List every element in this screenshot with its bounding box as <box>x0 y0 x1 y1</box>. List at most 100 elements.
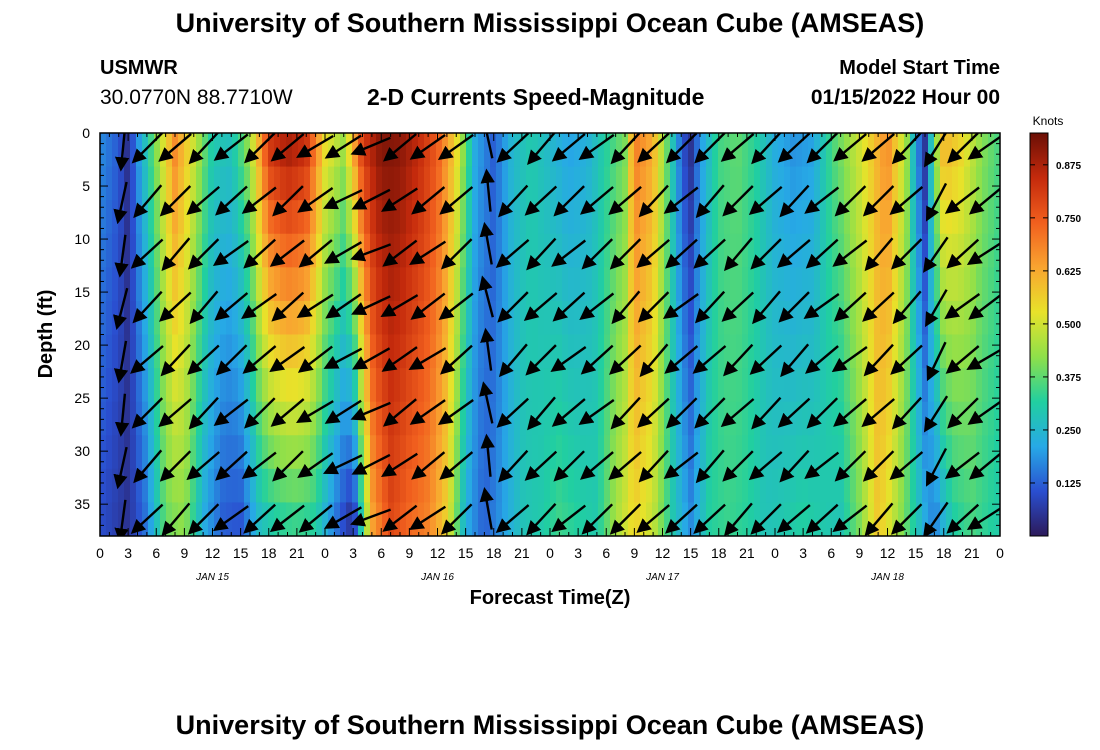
heatmap-cell <box>940 267 947 302</box>
heatmap-cell <box>712 468 719 504</box>
current-vector-arrow <box>324 399 362 424</box>
heatmap-cell <box>652 200 659 235</box>
current-vector-arrow <box>113 181 128 225</box>
heatmap-cell <box>196 267 203 302</box>
heatmap-cell <box>652 502 659 536</box>
heatmap-cell <box>664 233 671 268</box>
heatmap-cell <box>220 401 227 436</box>
heatmap-cell <box>184 200 191 235</box>
heatmap-cell <box>478 368 485 403</box>
heatmap-cell <box>964 401 971 436</box>
heatmap-cell <box>898 368 905 403</box>
heatmap-cell <box>736 334 743 369</box>
heatmap-cell <box>778 468 785 504</box>
heatmap-cell <box>862 200 869 235</box>
heatmap-cell <box>136 133 143 168</box>
heatmap-cell <box>802 166 809 201</box>
heatmap-cell <box>670 133 677 168</box>
heatmap-cell <box>604 267 611 302</box>
heatmap-cell <box>376 200 383 235</box>
heatmap-cell <box>208 166 215 201</box>
x-tick-label: 3 <box>799 545 807 561</box>
heatmap-cell <box>682 368 689 403</box>
heatmap-cell <box>604 200 611 235</box>
current-vector-arrow <box>479 486 494 530</box>
heatmap-cell <box>622 368 629 403</box>
current-vector-arrow <box>663 186 699 214</box>
heatmap-cell <box>514 401 521 436</box>
current-vector-arrow <box>833 398 867 427</box>
heatmap-cell <box>634 401 641 436</box>
heatmap-cell <box>952 133 959 168</box>
heatmap-cell <box>898 468 905 504</box>
model-start-value: 01/15/2022 Hour 00 <box>810 86 1000 109</box>
heatmap-cell <box>526 334 533 369</box>
heatmap-cell <box>856 200 863 235</box>
heatmap-cell <box>202 502 209 536</box>
heatmap-cell <box>310 368 317 403</box>
heatmap-cell <box>568 368 575 403</box>
heatmap-cell <box>922 368 929 403</box>
heatmap-cell <box>382 502 389 536</box>
heatmap-cell <box>118 502 125 536</box>
heatmap-cell <box>280 200 287 235</box>
heatmap-cell <box>508 166 515 201</box>
heatmap-cell <box>106 435 113 470</box>
heatmap-cell <box>730 468 737 504</box>
heatmap-cell <box>100 300 107 336</box>
current-vector-arrow <box>526 237 557 271</box>
heatmap-cell <box>334 368 341 403</box>
current-vector-arrow <box>498 184 529 218</box>
current-vector-arrow <box>864 237 894 272</box>
heatmap-cell <box>400 435 407 470</box>
x-tick-label: 15 <box>908 545 924 561</box>
heatmap-cell <box>346 233 353 268</box>
heatmap-cell <box>694 133 701 168</box>
heatmap-cell <box>730 166 737 201</box>
heatmap-cell <box>658 133 665 168</box>
heatmap-cell <box>448 401 455 436</box>
heatmap-cell <box>616 435 623 470</box>
heatmap-cell <box>484 334 491 369</box>
heatmap-cell <box>106 334 113 369</box>
heatmap-cell <box>382 267 389 302</box>
heatmap-cell <box>994 200 1000 235</box>
current-vector-arrow <box>923 133 948 168</box>
heatmap-cell <box>676 200 683 235</box>
heatmap-cell <box>166 166 173 201</box>
heatmap-cell <box>520 401 527 436</box>
heatmap-cell <box>526 233 533 268</box>
heatmap-cell <box>796 401 803 436</box>
heatmap-cell <box>358 435 365 470</box>
heatmap-cell <box>178 435 185 470</box>
current-vector-arrow <box>382 504 418 532</box>
heatmap-cell <box>412 267 419 302</box>
heatmap-cell <box>298 300 305 336</box>
heatmap-cell <box>514 133 521 168</box>
heatmap-cell <box>238 133 245 168</box>
heatmap-cell <box>166 368 173 403</box>
heatmap-cell <box>430 468 437 504</box>
heatmap-cell <box>718 468 725 504</box>
heatmap-cell <box>520 435 527 470</box>
heatmap-cell <box>370 200 377 235</box>
current-vector-arrow <box>298 239 333 268</box>
heatmap-cell <box>940 233 947 268</box>
heatmap-cell <box>388 502 395 536</box>
heatmap-cell <box>868 166 875 201</box>
heatmap-cell <box>220 133 227 168</box>
heatmap-cell <box>478 468 485 504</box>
heatmap-cell <box>382 233 389 268</box>
heatmap-cell <box>238 435 245 470</box>
heatmap-cell <box>340 300 347 336</box>
heatmap-cell <box>820 368 827 403</box>
heatmap-cell <box>310 334 317 369</box>
heatmap-cell <box>802 233 809 268</box>
heatmap-cell <box>274 401 281 436</box>
heatmap-cell <box>460 300 467 336</box>
heatmap-cell <box>940 401 947 436</box>
heatmap-cell <box>568 267 575 302</box>
heatmap-cell <box>274 200 281 235</box>
current-vector-arrow <box>272 185 304 217</box>
